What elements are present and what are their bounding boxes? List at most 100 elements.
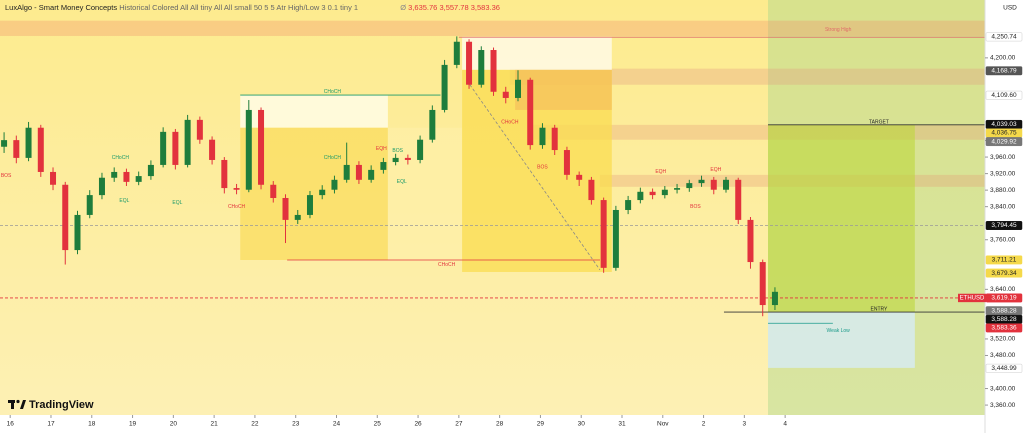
candle-body — [184, 119, 191, 165]
candle-body — [612, 209, 619, 268]
x-tick-label: 30 — [578, 421, 586, 428]
candle-body — [258, 109, 265, 185]
x-tick-label: 21 — [211, 421, 219, 428]
candle-body — [319, 189, 326, 196]
brand-logo: TradingView — [8, 399, 94, 411]
annotation: CHoCH — [324, 89, 342, 95]
candle-body — [368, 169, 375, 180]
candle-body — [123, 171, 130, 182]
candle-body — [698, 179, 705, 184]
candle-body — [25, 127, 32, 158]
candle-body — [747, 219, 754, 263]
candle-body — [429, 109, 436, 140]
x-tick-label: 3 — [743, 421, 747, 428]
candle-body — [86, 195, 93, 215]
annotation: BOS — [690, 204, 701, 210]
price-badge-label: 3,588.28 — [991, 307, 1017, 314]
candle-body — [111, 171, 118, 178]
price-badge-label: 4,109.60 — [991, 92, 1017, 99]
y-tick-label: 3,480.00 — [990, 352, 1016, 359]
logo-part — [16, 399, 20, 404]
x-tick-label: 29 — [537, 421, 545, 428]
price-badge — [985, 255, 1023, 265]
candle-body — [502, 91, 509, 98]
candle-body — [270, 184, 277, 198]
y-tick-label: 3,400.00 — [990, 385, 1016, 392]
time-axis — [0, 415, 985, 433]
candle-body — [563, 150, 570, 175]
candle-body — [759, 262, 766, 306]
indicator-value: 3,635.76 — [408, 3, 437, 12]
symbol-label: ETHUSD — [960, 296, 985, 302]
price-badge-label: 4,250.74 — [991, 34, 1017, 41]
x-tick-label: 26 — [414, 421, 422, 428]
candle-body — [233, 188, 240, 190]
zone — [768, 124, 915, 313]
candle-body — [306, 195, 313, 215]
x-tick-label: 28 — [496, 421, 504, 428]
candle-body — [343, 164, 350, 180]
candle-body — [282, 197, 289, 220]
price-badge — [985, 363, 1023, 373]
price-badge — [985, 268, 1023, 278]
candle-body — [551, 127, 558, 151]
candle-body — [209, 139, 216, 160]
candle-body — [674, 188, 681, 190]
x-tick-label: 31 — [618, 421, 626, 428]
x-tick-label: 25 — [374, 421, 382, 428]
candle-body — [466, 41, 473, 85]
y-tick-label: 3,960.00 — [990, 154, 1016, 161]
candle-body — [539, 127, 546, 146]
price-badge-label: 4,168.79 — [991, 67, 1017, 74]
candle-body — [735, 179, 742, 220]
x-tick-label: 17 — [47, 421, 55, 428]
price-badge-label: 3,583.36 — [991, 325, 1017, 332]
price-badge-label: 3,794.45 — [991, 222, 1017, 229]
candle-body — [196, 119, 203, 140]
candle-body — [625, 200, 632, 210]
annotation: EQH — [710, 167, 721, 173]
annotation: Weak Low — [827, 328, 851, 334]
x-tick-label: Nov — [657, 421, 669, 428]
candle-body — [490, 50, 497, 92]
y-tick-label: 3,840.00 — [990, 203, 1016, 210]
candle-body — [686, 183, 693, 189]
candle-body — [588, 179, 595, 201]
logo-part — [11, 400, 14, 409]
level-line — [469, 84, 601, 271]
candle-body — [392, 157, 399, 163]
candle-body — [74, 214, 81, 251]
annotation: EQL — [119, 198, 129, 204]
candle-body — [417, 139, 424, 160]
candle-body — [135, 176, 142, 182]
candle-body — [404, 157, 411, 160]
candle-body — [245, 109, 252, 190]
candle-body — [1, 140, 8, 147]
price-badge-label: 3,711.21 — [992, 257, 1017, 264]
x-tick-label: 24 — [333, 421, 341, 428]
candle-body — [441, 64, 448, 110]
zone — [0, 20, 985, 36]
y-tick-label: 3,880.00 — [990, 187, 1016, 194]
candle-body — [649, 191, 656, 196]
candle-body — [62, 184, 69, 251]
price-badge-label: 4,039.03 — [991, 121, 1017, 128]
price-badge-label: 3,679.34 — [991, 270, 1017, 277]
zone — [768, 312, 915, 368]
annotation: CHoCH — [324, 155, 342, 161]
price-badge — [985, 66, 1023, 76]
candle-body — [294, 214, 301, 220]
price-badge-label: 3,588.28 — [991, 316, 1017, 323]
annotation: CHoCH — [228, 204, 246, 210]
x-tick-label: 16 — [7, 421, 15, 428]
x-tick-label: 20 — [170, 421, 178, 428]
price-badge — [985, 323, 1023, 333]
values-prefix: Ø — [400, 3, 406, 12]
symbol-badge — [958, 293, 986, 303]
indicator-legend: LuxAlgo - Smart Money Concepts Historica… — [5, 3, 500, 12]
price-badge — [985, 32, 1023, 42]
axes: 3,360.00 3,400.00 3,480.00 3,520.00 3,640.00… — [7, 32, 1023, 428]
price-badge-label: 4,029.92 — [991, 138, 1017, 145]
